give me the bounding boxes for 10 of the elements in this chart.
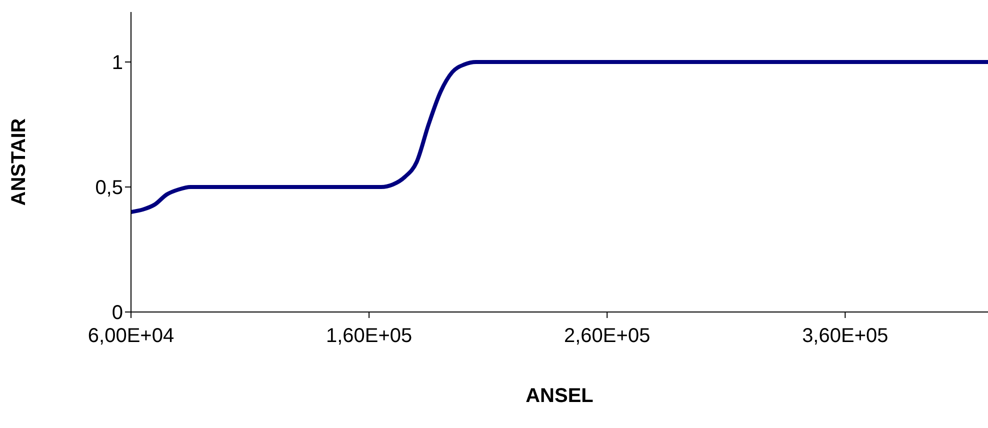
x-tick-label: 1,60E+05 — [326, 325, 412, 348]
line-series — [131, 60, 988, 214]
y-axis-title: ANSTAIR — [8, 118, 30, 206]
y-tick-label: 0,5 — [95, 177, 123, 200]
y-tick-label: 0 — [112, 302, 123, 324]
x-tick-label: 6,00E+04 — [88, 325, 174, 348]
x-axis-title: ANSEL — [526, 385, 594, 407]
y-tick-label: 1 — [112, 52, 123, 74]
x-tick-label: 3,60E+05 — [802, 325, 888, 348]
x-tick-label: 2,60E+05 — [564, 325, 650, 348]
